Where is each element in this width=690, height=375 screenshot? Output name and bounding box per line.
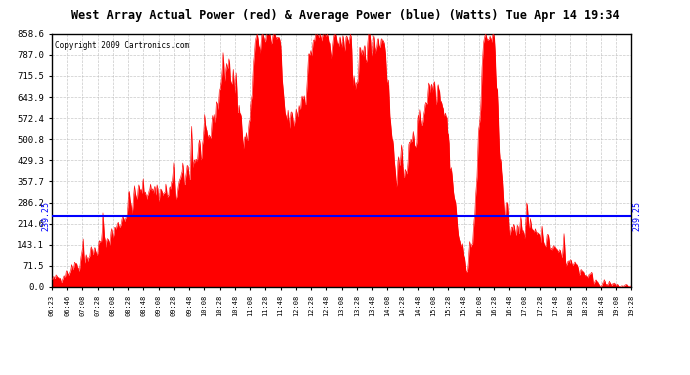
Text: 239.25: 239.25: [41, 201, 50, 231]
Text: Copyright 2009 Cartronics.com: Copyright 2009 Cartronics.com: [55, 41, 189, 50]
Text: 239.25: 239.25: [633, 201, 642, 231]
Text: West Array Actual Power (red) & Average Power (blue) (Watts) Tue Apr 14 19:34: West Array Actual Power (red) & Average …: [70, 9, 620, 22]
